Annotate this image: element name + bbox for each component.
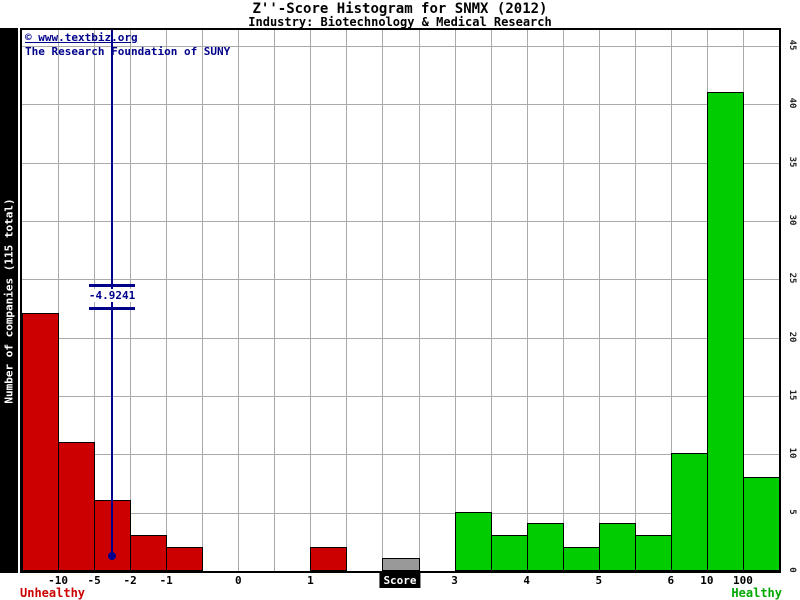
vertical-gridline xyxy=(346,30,348,571)
vertical-gridline xyxy=(634,30,636,571)
histogram-bar xyxy=(130,535,168,571)
x-axis-label: Score xyxy=(379,573,421,588)
horizontal-gridline xyxy=(22,221,779,222)
histogram-bar xyxy=(454,511,492,571)
vertical-gridline xyxy=(238,30,240,571)
histogram-bar xyxy=(382,558,420,571)
histogram-bar xyxy=(166,546,204,571)
x-tick-label: -1 xyxy=(159,574,173,587)
vertical-gridline xyxy=(58,30,60,571)
histogram-bar xyxy=(742,476,780,571)
horizontal-gridline xyxy=(22,454,779,456)
horizontal-gridline xyxy=(22,162,779,164)
vertical-gridline xyxy=(382,30,384,571)
chart-title: Z''-Score Histogram for SNMX (2012) xyxy=(252,1,548,17)
watermark-link[interactable]: © www.textbiz.org xyxy=(25,31,138,44)
healthy-label: Healthy xyxy=(731,586,782,600)
horizontal-gridline xyxy=(22,396,779,397)
y-tick-label: 10 xyxy=(787,447,797,459)
histogram-bar xyxy=(706,91,744,571)
vertical-gridline xyxy=(454,30,456,571)
vertical-gridline xyxy=(166,30,168,571)
x-tick-label: 1 xyxy=(307,574,314,587)
horizontal-gridline xyxy=(22,46,779,47)
histogram-bar xyxy=(670,453,708,571)
histogram-bar xyxy=(58,441,96,571)
vertical-gridline xyxy=(598,30,600,571)
y-tick-label: 40 xyxy=(787,97,797,109)
marker-crossbar xyxy=(89,307,136,310)
y-tick-label: 5 xyxy=(787,508,797,515)
y-axis-label: Number of companies (115 total) xyxy=(2,197,16,404)
chart-subtitle: Industry: Biotechnology & Medical Resear… xyxy=(248,15,552,29)
vertical-gridline xyxy=(418,30,420,571)
x-tick-label: -5 xyxy=(87,574,101,587)
marker-crossbar xyxy=(89,284,136,287)
vertical-gridline xyxy=(202,30,204,571)
horizontal-gridline xyxy=(22,104,779,106)
x-tick-label: -2 xyxy=(123,574,137,587)
marker-dot xyxy=(108,552,117,560)
x-tick-label: 5 xyxy=(595,574,603,587)
unhealthy-label: Unhealthy xyxy=(20,586,86,600)
horizontal-gridline xyxy=(22,512,779,514)
x-tick-label: 4 xyxy=(523,574,530,587)
histogram-bar xyxy=(598,523,636,571)
histogram-bar xyxy=(490,535,528,571)
y-tick-label: 45 xyxy=(787,39,797,51)
histogram-bar xyxy=(634,535,672,571)
y-tick-label: 35 xyxy=(787,156,797,168)
y-tick-label: 20 xyxy=(787,331,797,343)
histogram-bar xyxy=(22,313,60,571)
marker-value-label: -4.9241 xyxy=(86,289,138,302)
y-axis-label-strip: Number of companies (115 total) xyxy=(0,28,18,573)
vertical-gridline xyxy=(562,30,564,571)
y-tick-label: 30 xyxy=(787,214,797,226)
vertical-gridline xyxy=(274,30,276,571)
y-tick-label: 25 xyxy=(787,272,797,284)
x-tick-label: 0 xyxy=(234,574,242,587)
horizontal-gridline xyxy=(22,279,779,281)
x-tick-label: 3 xyxy=(451,574,458,587)
vertical-gridline xyxy=(526,30,528,571)
watermark-org-label: The Research Foundation of SUNY xyxy=(25,45,231,58)
y-tick-label: 15 xyxy=(787,389,797,401)
histogram-bar xyxy=(562,546,600,571)
plot-area: © www.textbiz.org The Research Foundatio… xyxy=(20,28,781,573)
x-tick-label: 100 xyxy=(733,574,753,587)
x-tick-label: 6 xyxy=(667,574,675,587)
y-tick-label: 0 xyxy=(787,567,797,573)
x-tick-label: -10 xyxy=(48,574,68,587)
histogram-bar xyxy=(526,523,564,571)
vertical-gridline xyxy=(670,30,672,571)
x-tick-label: 10 xyxy=(700,574,714,587)
horizontal-gridline xyxy=(22,337,779,339)
vertical-gridline xyxy=(310,30,312,571)
vertical-gridline xyxy=(490,30,492,571)
histogram-bar xyxy=(310,546,348,571)
